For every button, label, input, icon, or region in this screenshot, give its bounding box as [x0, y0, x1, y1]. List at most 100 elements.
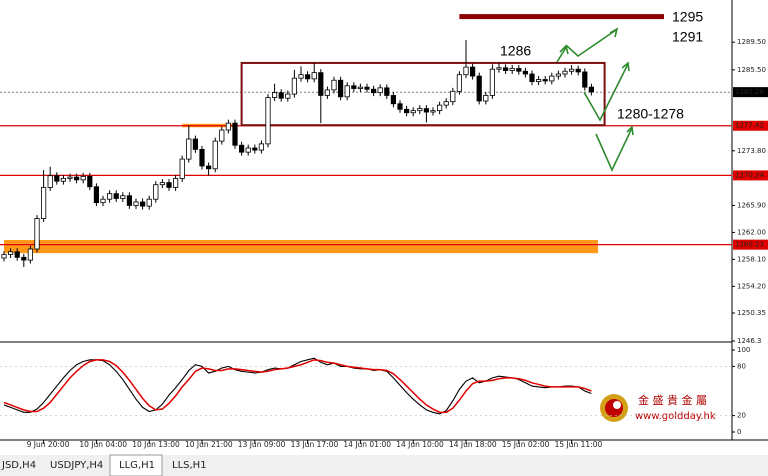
candle-body — [60, 178, 67, 182]
zone — [4, 240, 598, 254]
candle-body — [476, 75, 482, 102]
candle-body — [159, 182, 165, 186]
candle-body — [304, 74, 311, 80]
candle-body — [298, 74, 304, 79]
candle-body — [285, 93, 291, 99]
x-tick-label: 9 Jun 20:00 — [27, 440, 70, 449]
candle-body — [588, 86, 595, 93]
candle-body — [107, 193, 113, 200]
candle-body — [331, 79, 337, 91]
candle-body — [522, 70, 529, 75]
tab[interactable]: LLS,H1 — [172, 460, 207, 471]
candle-body — [496, 67, 502, 70]
candle-body — [245, 147, 251, 153]
arrow-head — [626, 125, 634, 136]
level-label-bg — [733, 87, 768, 98]
tab[interactable]: USDJPY,H4 — [50, 460, 103, 471]
x-tick-label: 14 Jun 18:00 — [449, 440, 497, 449]
candle-body — [463, 66, 469, 76]
candle-body — [113, 193, 119, 199]
y-tick-label: 1258.10 — [737, 255, 766, 263]
logo-dot — [613, 401, 621, 409]
candle-body — [417, 108, 423, 112]
logo-core — [605, 399, 623, 417]
x-tick-label: 13 Jun 17:00 — [291, 440, 339, 449]
y-tick-label: 1254.20 — [737, 282, 766, 290]
candle-body — [192, 138, 198, 150]
candle-body — [278, 92, 284, 99]
candle-body — [569, 68, 575, 72]
candle-body — [252, 147, 258, 151]
annotation: 1295 — [672, 9, 703, 25]
x-tick-label: 10 Jun 21:00 — [185, 440, 233, 449]
candle-body — [483, 95, 489, 102]
candle-body — [324, 89, 331, 96]
level-label-bg — [733, 170, 768, 181]
x-tick-label: 15 Jun 02:00 — [502, 440, 550, 449]
arrow-head — [559, 44, 569, 55]
candle-body — [232, 122, 238, 146]
target-bar — [459, 14, 664, 20]
x-tick-label: 10 Jun 13:00 — [132, 440, 180, 449]
candle-body — [357, 86, 364, 89]
y-tick-label: 1289.50 — [737, 38, 766, 46]
candle-body — [93, 186, 99, 204]
arrow-head — [621, 61, 630, 72]
arrow-head — [609, 27, 619, 38]
candle-body — [436, 104, 443, 112]
y-tick-label: 1285.50 — [737, 66, 766, 74]
x-tick-label: 10 Jun 04:00 — [79, 440, 127, 449]
range-box — [240, 61, 606, 127]
candle-body — [489, 68, 496, 96]
candle-body — [80, 175, 86, 181]
x-tick-label: 14 Jun 10:00 — [396, 440, 444, 449]
candle-body — [291, 77, 298, 95]
candle-body — [100, 198, 106, 204]
candle-body — [351, 85, 357, 89]
tab[interactable]: JSD,H4 — [1, 460, 36, 471]
annotation: 1291 — [672, 29, 703, 45]
candle-body — [126, 195, 132, 206]
x-tick-label: 14 Jun 01:00 — [343, 440, 391, 449]
candle-body — [509, 68, 515, 71]
tab[interactable]: LLG,H1 — [119, 460, 155, 471]
candle-body — [67, 176, 73, 179]
x-tick-label: 13 Jun 09:00 — [238, 440, 286, 449]
candle-body — [153, 184, 159, 200]
candle-body — [549, 75, 555, 82]
x-tick-label: 15 Jun 11:00 — [555, 440, 603, 449]
candle-body — [390, 95, 397, 105]
forecast-arrows — [556, 27, 634, 172]
logo: 金 盛 貴 金 屬 www.goldday.hk — [600, 393, 716, 422]
candle-body — [430, 110, 436, 113]
candle-body — [542, 79, 548, 82]
candle-body — [133, 201, 139, 206]
level-label: 1282.28 — [735, 88, 764, 96]
logo-name: 金 盛 貴 金 屬 — [638, 393, 707, 407]
candle-body — [186, 138, 192, 160]
candle-body — [27, 248, 34, 261]
candle-body — [469, 66, 476, 77]
candle-body — [7, 251, 14, 255]
candle-body — [225, 122, 231, 131]
candle-body — [74, 176, 80, 181]
candle-body — [41, 187, 47, 219]
candle-body — [212, 140, 218, 170]
y-tick-label: 1262.00 — [737, 228, 766, 236]
candle-body — [364, 86, 370, 90]
level-label-bg — [733, 239, 768, 250]
osc-tick-label: 100 — [737, 346, 750, 354]
osc-tick-label: 80 — [737, 362, 746, 370]
candle-body — [318, 72, 324, 96]
tab-bar — [0, 455, 768, 476]
candle-body — [337, 79, 344, 98]
candle-body — [344, 85, 350, 98]
candle-body — [258, 143, 265, 151]
candle-body — [179, 158, 185, 179]
candle-body — [502, 67, 509, 71]
candle-body — [377, 87, 383, 94]
candle-body — [139, 201, 146, 207]
candle-body — [311, 72, 317, 80]
active-tab-bg — [109, 454, 163, 476]
candle-body — [575, 68, 581, 73]
